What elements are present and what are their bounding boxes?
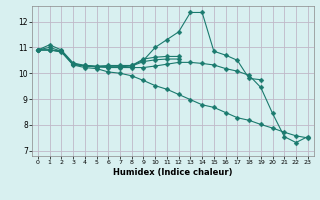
X-axis label: Humidex (Indice chaleur): Humidex (Indice chaleur) bbox=[113, 168, 233, 177]
